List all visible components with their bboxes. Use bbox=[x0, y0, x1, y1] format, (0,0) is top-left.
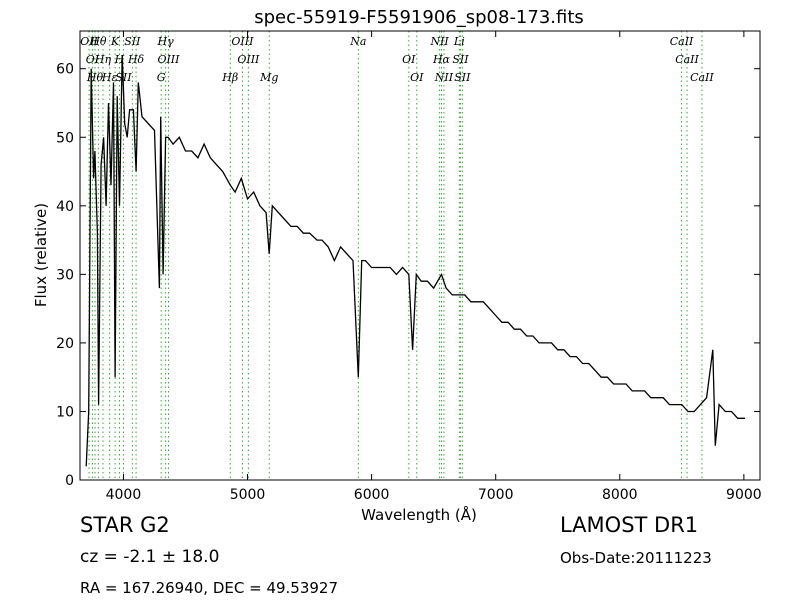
line-label: Hδ bbox=[127, 53, 145, 66]
line-label: H bbox=[114, 53, 125, 66]
line-label: OIII bbox=[237, 53, 260, 66]
line-label: SII bbox=[454, 71, 471, 84]
plot-frame bbox=[79, 30, 761, 481]
line-label: OI bbox=[86, 53, 100, 66]
line-label: OIII bbox=[157, 53, 180, 66]
x-axis: 4000 5000 6000 7000 8000 9000 bbox=[106, 31, 762, 503]
y-tick-label: 50 bbox=[56, 130, 74, 146]
line-label: OIII bbox=[231, 35, 254, 48]
x-tick-label: 5000 bbox=[230, 487, 266, 503]
line-label: NII bbox=[434, 71, 454, 84]
line-label: Hβ bbox=[221, 71, 238, 84]
y-tick-label: 0 bbox=[65, 473, 74, 489]
y-tick-label: 10 bbox=[56, 404, 74, 420]
line-label: Hε bbox=[101, 71, 118, 84]
line-label: CaII bbox=[690, 71, 714, 84]
survey-name: LAMOST DR1 bbox=[560, 513, 699, 537]
spectral-line-markers bbox=[88, 31, 703, 480]
y-axis-label: Flux (relative) bbox=[32, 203, 50, 307]
x-tick-label: 6000 bbox=[354, 487, 390, 503]
y-axis: 0 10 20 30 40 50 60 bbox=[56, 62, 760, 489]
object-class: STAR G2 bbox=[80, 513, 170, 537]
line-label: Li bbox=[453, 35, 465, 48]
line-label: G bbox=[157, 71, 166, 84]
line-label: CaII bbox=[675, 53, 699, 66]
line-label: CaII bbox=[670, 35, 694, 48]
line-label: Hα bbox=[432, 53, 451, 66]
line-label: Na bbox=[349, 35, 366, 48]
spectrum-line bbox=[85, 54, 746, 467]
line-label: Hθ bbox=[86, 71, 104, 84]
x-tick-label: 4000 bbox=[106, 487, 142, 503]
y-tick-label: 20 bbox=[56, 336, 74, 352]
line-label: NII bbox=[429, 35, 449, 48]
line-label: SII bbox=[115, 71, 132, 84]
spectral-line-labels: OII OI Hθ Hθ Hη Hε KH SII SII Hδ G Hγ OIII Hβ OIII OIII… bbox=[80, 35, 714, 84]
y-tick-label: 30 bbox=[56, 267, 74, 283]
observation-date: Obs-Date:20111223 bbox=[560, 549, 712, 567]
line-label: K bbox=[110, 35, 120, 48]
line-label: OI bbox=[402, 53, 416, 66]
line-label: SII bbox=[124, 35, 141, 48]
chart-title: spec-55919-F5591906_sp08-173.fits bbox=[254, 7, 584, 28]
x-tick-label: 9000 bbox=[726, 487, 762, 503]
line-label: SII bbox=[452, 53, 469, 66]
line-label: Mg bbox=[259, 71, 278, 84]
line-label: OI bbox=[410, 71, 424, 84]
line-label: Hη bbox=[94, 53, 112, 66]
line-label: OII bbox=[80, 35, 98, 48]
x-axis-label: Wavelength (Å) bbox=[361, 505, 477, 524]
ra-dec-coordinates: RA = 167.26940, DEC = 49.53927 bbox=[80, 579, 339, 597]
redshift-cz: cz = -2.1 ± 18.0 bbox=[80, 547, 220, 567]
y-tick-label: 60 bbox=[56, 62, 74, 78]
x-tick-label: 8000 bbox=[602, 487, 638, 503]
line-label: Hθ bbox=[89, 35, 107, 48]
line-label: Hγ bbox=[157, 35, 175, 48]
y-tick-label: 40 bbox=[56, 199, 74, 215]
x-tick-label: 7000 bbox=[478, 487, 514, 503]
